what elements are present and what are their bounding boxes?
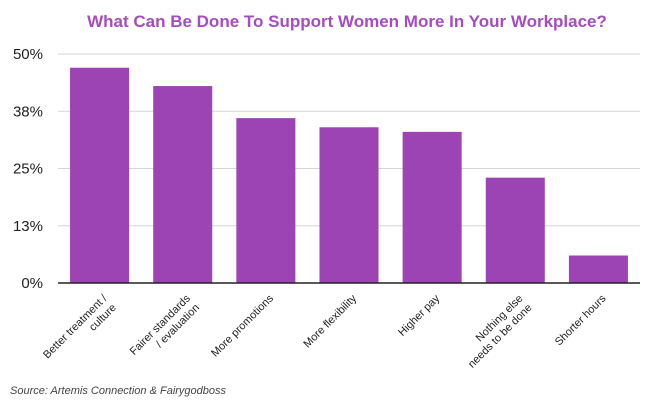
chart-title: What Can Be Done To Support Women More I… xyxy=(87,12,607,31)
x-tick-label-line: More promotions xyxy=(209,292,276,359)
x-tick-label: Fairer standards/ evaluation xyxy=(128,292,203,367)
bar xyxy=(153,86,213,283)
y-tick-label: 50% xyxy=(13,46,43,63)
bar xyxy=(236,118,296,284)
x-axis-labels: Better treatment /culture Fairer standard… xyxy=(41,292,609,370)
bar xyxy=(485,177,545,283)
x-tick-label: More promotions xyxy=(209,292,276,359)
x-tick-label: Better treatment /culture xyxy=(41,292,119,370)
bar xyxy=(319,127,379,283)
x-tick-label: Shorter hours xyxy=(553,292,609,348)
x-tick-label: More flexibility xyxy=(301,292,359,350)
x-tick-label: Nothing elseneeds to be done xyxy=(457,293,535,371)
y-tick-label: 25% xyxy=(13,161,43,178)
bar xyxy=(568,255,628,283)
x-tick-label: Higher pay xyxy=(396,292,442,338)
x-tick-label-line: Higher pay xyxy=(396,292,442,338)
y-tick-label: 0% xyxy=(21,275,43,292)
x-tick-label-line: Shorter hours xyxy=(553,292,609,348)
x-tick-label-line: More flexibility xyxy=(301,292,359,350)
y-tick-label: 13% xyxy=(13,218,43,235)
source-note: Source: Artemis Connection & Fairygodbos… xyxy=(10,385,227,397)
y-axis-ticks: 0% 13% 25% 38% 50% xyxy=(13,46,43,292)
bar xyxy=(70,67,130,284)
bars xyxy=(70,67,628,284)
bar xyxy=(402,131,462,283)
y-tick-label: 38% xyxy=(13,103,43,120)
